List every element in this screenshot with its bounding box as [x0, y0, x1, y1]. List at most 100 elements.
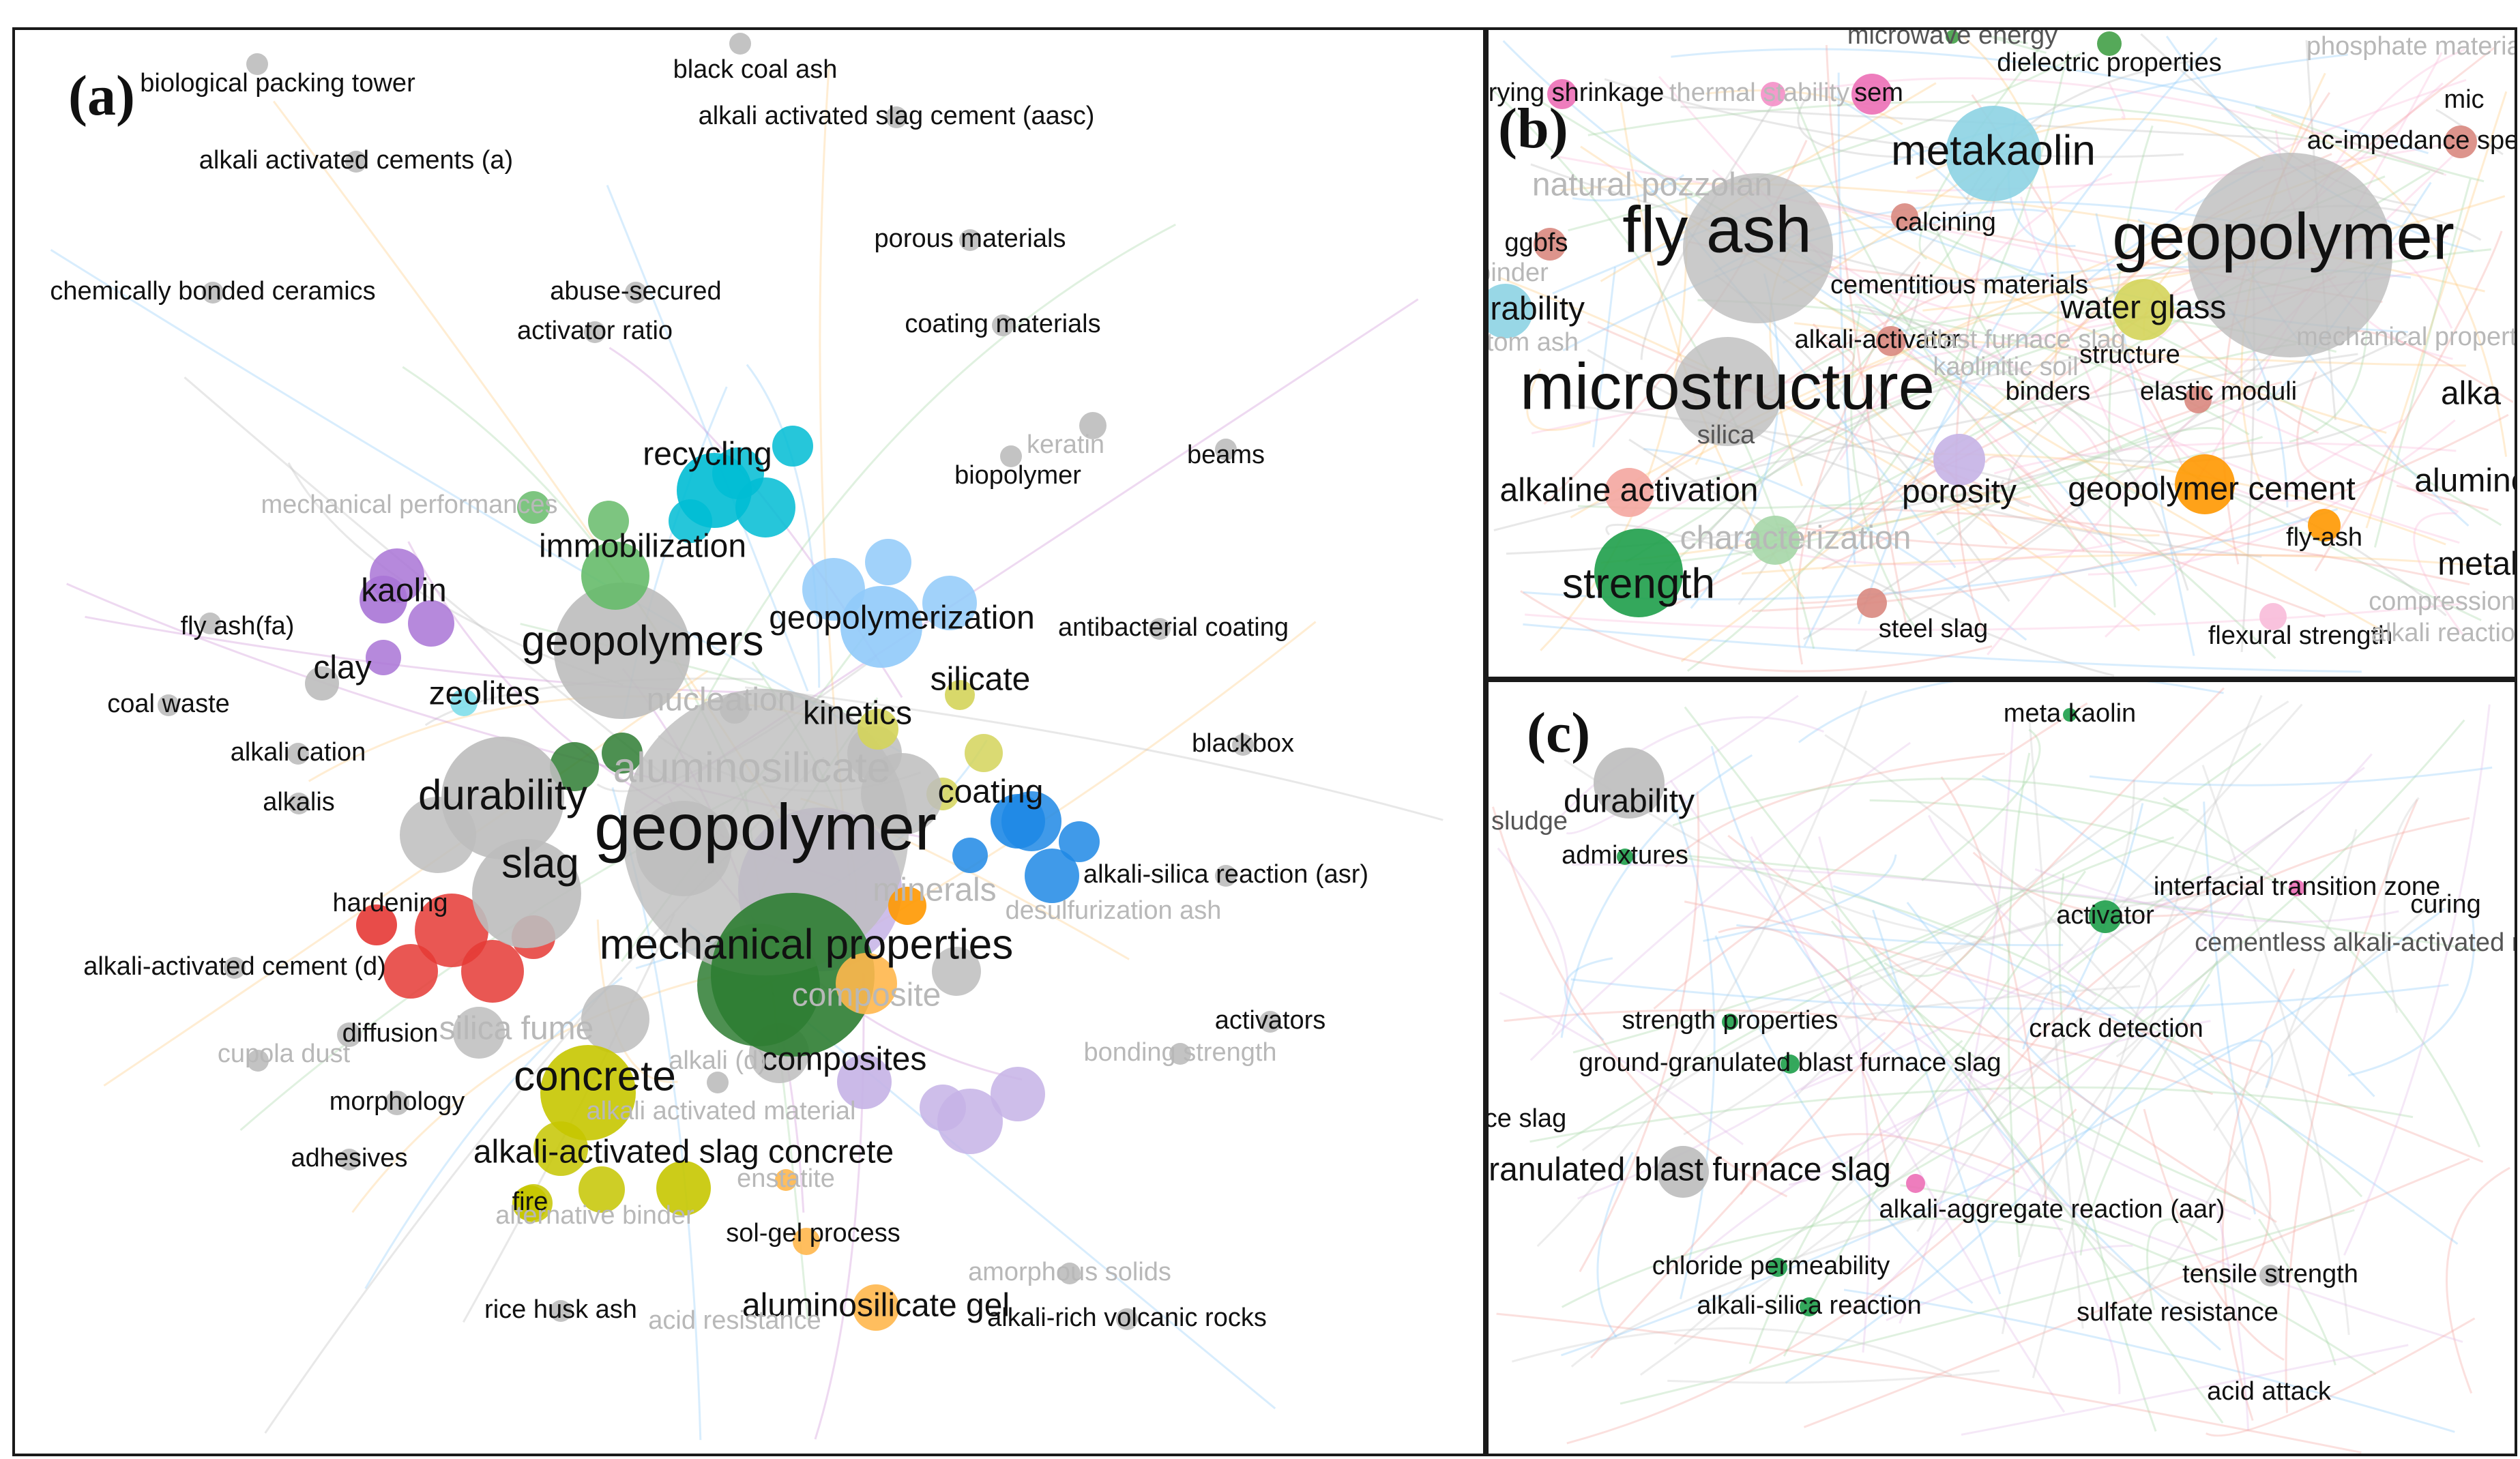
keyword-node[interactable]: [2097, 31, 2122, 56]
keyword-node[interactable]: [2259, 603, 2287, 630]
keyword-node[interactable]: [584, 321, 606, 343]
keyword-node[interactable]: [720, 694, 750, 724]
keyword-node[interactable]: [356, 904, 397, 945]
keyword-node[interactable]: [338, 1149, 360, 1170]
keyword-node[interactable]: [472, 839, 581, 948]
keyword-node[interactable]: [991, 794, 1045, 849]
keyword-node[interactable]: [1259, 1011, 1281, 1033]
keyword-node[interactable]: [1768, 1258, 1787, 1277]
keyword-label: fly-ash: [2286, 523, 2362, 552]
keyword-node[interactable]: [1657, 1146, 1709, 1198]
keyword-node[interactable]: [2113, 279, 2174, 340]
keyword-node[interactable]: [202, 282, 224, 304]
keyword-node[interactable]: [1761, 82, 1785, 106]
keyword-node[interactable]: [450, 689, 478, 716]
keyword-node[interactable]: [1232, 734, 1254, 756]
keyword-node[interactable]: [1534, 228, 1566, 261]
keyword-node[interactable]: [1489, 284, 1533, 338]
keyword-node[interactable]: [1116, 1308, 1138, 1330]
keyword-node[interactable]: [1946, 30, 1959, 44]
keyword-node[interactable]: [837, 1055, 892, 1109]
keyword-node[interactable]: [2444, 126, 2477, 158]
keyword-node[interactable]: [729, 33, 751, 55]
keyword-node[interactable]: [1000, 445, 1022, 467]
keyword-node[interactable]: [224, 957, 246, 979]
keyword-node[interactable]: [441, 737, 564, 859]
keyword-node[interactable]: [581, 542, 649, 610]
keyword-node[interactable]: [1906, 1174, 1925, 1193]
keyword-node[interactable]: [2188, 153, 2392, 357]
keyword-node[interactable]: [1149, 618, 1171, 640]
keyword-node[interactable]: [385, 1091, 409, 1115]
keyword-node[interactable]: [554, 583, 690, 719]
keyword-node[interactable]: [888, 887, 926, 925]
network-edge: [1879, 1128, 2463, 1343]
keyword-node[interactable]: [1891, 203, 1918, 231]
keyword-node[interactable]: [622, 689, 909, 975]
keyword-node[interactable]: [775, 1169, 797, 1191]
keyword-node[interactable]: [1059, 1263, 1081, 1284]
keyword-node[interactable]: [287, 743, 309, 765]
keyword-node[interactable]: [959, 229, 981, 251]
keyword-node[interactable]: [1800, 1297, 1819, 1316]
keyword-node[interactable]: [1876, 326, 1906, 356]
keyword-node[interactable]: [1215, 439, 1237, 460]
keyword-node[interactable]: [840, 586, 922, 668]
keyword-node[interactable]: [1169, 1043, 1191, 1065]
keyword-node[interactable]: [1857, 588, 1887, 618]
keyword-node[interactable]: [711, 893, 875, 1057]
network-edge: [1714, 719, 2465, 1274]
keyword-node[interactable]: [512, 1185, 548, 1221]
keyword-node[interactable]: [853, 1284, 899, 1331]
keyword-node[interactable]: [625, 282, 647, 304]
keyword-node[interactable]: [550, 1300, 572, 1322]
keyword-node[interactable]: [2308, 509, 2341, 542]
keyword-node[interactable]: [793, 1228, 820, 1255]
keyword-label: biopolymer: [954, 461, 1081, 490]
keyword-node[interactable]: [2259, 1265, 2281, 1286]
keyword-node[interactable]: [1933, 434, 1985, 486]
keyword-label: kaolinitic soil: [1933, 353, 2078, 381]
keyword-node[interactable]: [360, 576, 407, 623]
keyword-node[interactable]: [707, 1072, 729, 1093]
keyword-node[interactable]: [656, 1161, 711, 1215]
keyword-node[interactable]: [1722, 1014, 1738, 1030]
keyword-node[interactable]: [1079, 412, 1107, 439]
keyword-node[interactable]: [1617, 849, 1633, 865]
keyword-node[interactable]: [337, 1022, 362, 1047]
keyword-node[interactable]: [305, 666, 339, 701]
keyword-node[interactable]: [992, 314, 1014, 336]
keyword-node[interactable]: [1605, 468, 1654, 517]
keyword-node[interactable]: [2184, 386, 2212, 413]
keyword-node[interactable]: [158, 694, 179, 716]
keyword-node[interactable]: [858, 709, 898, 750]
keyword-node[interactable]: [2175, 454, 2235, 514]
keyword-node[interactable]: [1215, 865, 1237, 887]
network-edge: [1727, 834, 2277, 1223]
keyword-node[interactable]: [246, 53, 268, 75]
keyword-node[interactable]: [1673, 337, 1782, 446]
keyword-node[interactable]: [945, 680, 975, 710]
keyword-node[interactable]: [288, 793, 310, 814]
keyword-label: cementless alkali-activated morta: [2195, 928, 2515, 957]
keyword-node[interactable]: [1547, 79, 1577, 109]
keyword-node[interactable]: [247, 1050, 269, 1072]
keyword-node[interactable]: [1781, 1055, 1800, 1074]
keyword-node[interactable]: [677, 453, 752, 528]
keyword-node[interactable]: [1594, 748, 1665, 819]
keyword-node[interactable]: [345, 151, 367, 173]
keyword-node[interactable]: [2089, 900, 2122, 933]
keyword-node[interactable]: [2063, 708, 2077, 722]
keyword-node[interactable]: [540, 1045, 636, 1140]
keyword-label: binders: [2006, 377, 2091, 406]
keyword-node[interactable]: [2289, 880, 2305, 896]
keyword-node[interactable]: [1946, 106, 2041, 201]
keyword-node[interactable]: [836, 953, 897, 1014]
keyword-node[interactable]: [1594, 529, 1683, 617]
keyword-node[interactable]: [1851, 74, 1892, 115]
keyword-node[interactable]: [1750, 516, 1800, 565]
keyword-node[interactable]: [885, 106, 907, 128]
keyword-node[interactable]: [199, 613, 221, 634]
keyword-node[interactable]: [1683, 173, 1833, 323]
network-edge: [1812, 323, 2008, 545]
